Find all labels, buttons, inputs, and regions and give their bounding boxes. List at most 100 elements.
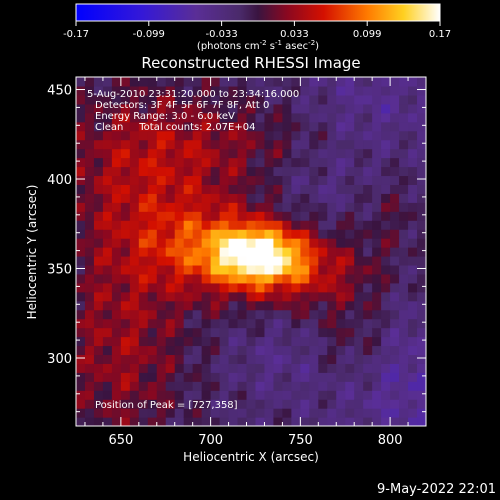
heatmap-cell — [219, 255, 230, 266]
heatmap-cell — [237, 211, 248, 221]
heatmap-cell — [390, 336, 400, 347]
heatmap-cell — [147, 121, 158, 132]
heatmap-cell — [102, 309, 113, 320]
heatmap-cell — [282, 345, 292, 356]
heatmap-cell — [255, 318, 266, 329]
heatmap-cell — [336, 390, 346, 400]
heatmap-cell — [102, 282, 113, 293]
heatmap-cell — [318, 264, 328, 275]
heatmap-cell — [291, 130, 301, 141]
heatmap-cell — [255, 372, 266, 382]
heatmap-cell — [201, 309, 212, 320]
heatmap-cell — [417, 264, 426, 275]
heatmap-cell — [174, 94, 185, 105]
heatmap-cell — [264, 148, 275, 159]
heatmap-cell — [76, 372, 86, 382]
heatmap-cell — [246, 85, 257, 96]
heatmap-cell — [336, 130, 346, 141]
heatmap-cell — [390, 309, 400, 320]
heatmap-cell — [417, 417, 426, 426]
heatmap-cell — [390, 130, 400, 141]
heatmap-cell — [363, 85, 373, 96]
heatmap-cell — [300, 202, 310, 212]
heatmap-cell — [93, 363, 104, 373]
annotation-time: 5-Aug-2010 23:31:20.000 to 23:34:16.000 — [87, 89, 299, 100]
heatmap-cell — [84, 399, 95, 409]
heatmap-cell — [84, 211, 95, 221]
heatmap-cell — [318, 291, 328, 302]
timestamp: 9-May-2022 22:01 — [377, 482, 496, 497]
heatmap-cell — [417, 381, 426, 391]
heatmap-cell — [390, 229, 400, 239]
heatmap-cell — [372, 417, 382, 426]
heatmap-cell — [309, 184, 319, 194]
heatmap-cell — [264, 327, 275, 338]
heatmap-cell — [129, 372, 140, 382]
heatmap-cell — [156, 327, 167, 338]
heatmap-cell — [300, 408, 310, 418]
heatmap-cell — [93, 318, 104, 329]
heatmap-cell — [120, 354, 131, 364]
heatmap-cell — [183, 399, 194, 409]
heatmap-cell — [156, 166, 167, 177]
heatmap-cell — [282, 193, 292, 203]
heatmap-cell — [201, 139, 212, 150]
heatmap-cell — [192, 193, 203, 203]
heatmap-cell — [219, 318, 230, 329]
heatmap-cell — [138, 175, 149, 185]
heatmap-cell — [228, 354, 239, 364]
heatmap-cell — [174, 354, 185, 364]
heatmap-cell — [237, 94, 248, 105]
heatmap-cell — [264, 264, 275, 275]
heatmap-cell — [156, 399, 167, 409]
heatmap-cell — [210, 130, 221, 141]
heatmap-cell — [156, 273, 167, 284]
heatmap-cell — [255, 94, 266, 105]
heatmap-cell — [246, 77, 257, 87]
heatmap-cell — [120, 103, 131, 114]
heatmap-cell — [300, 77, 310, 87]
heatmap-cell — [165, 175, 176, 185]
heatmap-cell — [210, 417, 221, 426]
heatmap-cell — [111, 157, 122, 168]
heatmap-cell — [93, 85, 104, 96]
heatmap-cell — [102, 121, 113, 132]
heatmap-cell — [138, 300, 149, 311]
heatmap-cell — [84, 273, 95, 284]
heatmap-cell — [336, 157, 346, 168]
heatmap-cell — [345, 408, 355, 418]
heatmap-cell — [408, 211, 418, 221]
heatmap-cell — [84, 139, 95, 150]
heatmap-cell — [156, 211, 167, 221]
heatmap-cell — [381, 229, 391, 239]
heatmap-cell — [354, 94, 364, 105]
heatmap-cell — [417, 202, 426, 212]
heatmap-cell — [354, 327, 364, 338]
heatmap-cell — [120, 381, 131, 391]
heatmap-cell — [201, 381, 212, 391]
heatmap-cell — [210, 148, 221, 159]
heatmap-cell — [165, 417, 176, 426]
heatmap-cell — [336, 345, 346, 356]
heatmap-cell — [273, 408, 284, 418]
heatmap-cell — [318, 318, 328, 329]
plot-frame — [75, 76, 427, 427]
heatmap-cell — [111, 238, 122, 248]
heatmap-cell — [84, 184, 95, 194]
heatmap-cell — [84, 327, 95, 338]
heatmap-cell — [390, 318, 400, 329]
heatmap-cell — [273, 184, 284, 194]
heatmap-cell — [381, 103, 391, 114]
heatmap-cell — [300, 390, 310, 400]
heatmap-cell — [381, 77, 391, 87]
heatmap-cell — [336, 94, 346, 105]
heatmap-cell — [273, 309, 284, 320]
heatmap-cell — [318, 282, 328, 293]
heatmap-cell — [165, 318, 176, 329]
heatmap-cell — [282, 229, 292, 239]
heatmap-cell — [84, 408, 95, 418]
heatmap-cell — [201, 121, 212, 132]
heatmap-cell — [345, 148, 355, 159]
heatmap-cell — [282, 220, 292, 230]
heatmap-cell — [111, 354, 122, 364]
